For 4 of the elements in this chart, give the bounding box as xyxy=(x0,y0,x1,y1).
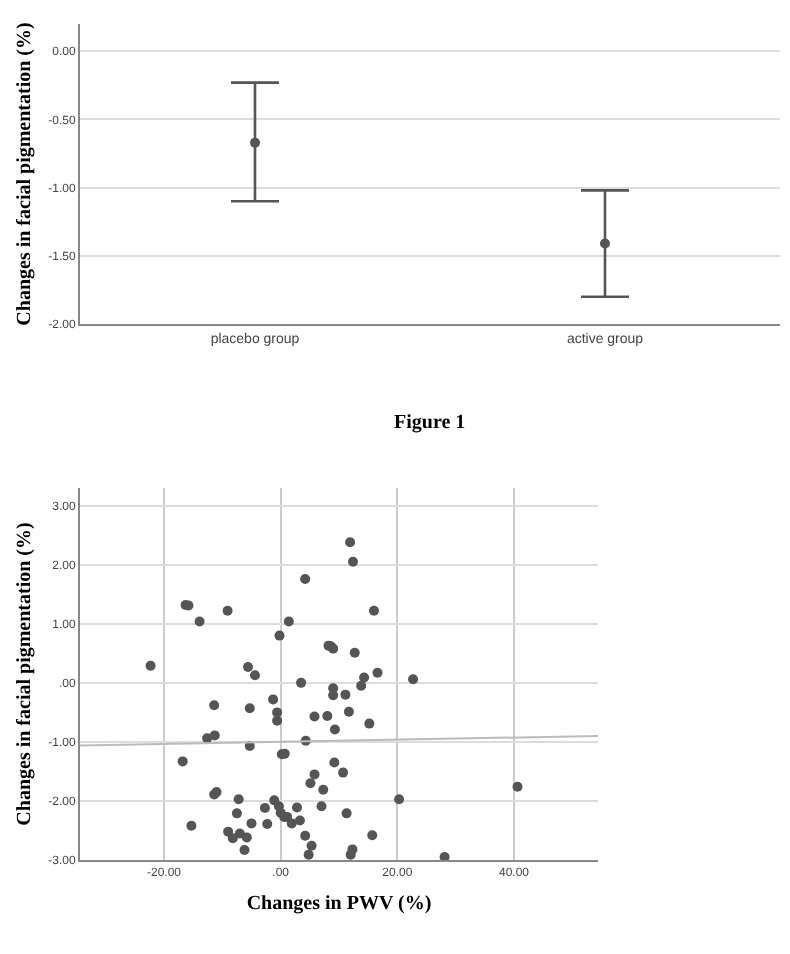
y-axis-title: Changes in facial pigmentation (%) xyxy=(14,522,37,826)
x-axis-title: Changes in PWV (%) xyxy=(246,893,432,916)
caption: Figure 1 xyxy=(394,412,466,434)
y-axis-title: Changes in facial pigmentation (%) xyxy=(14,22,37,326)
